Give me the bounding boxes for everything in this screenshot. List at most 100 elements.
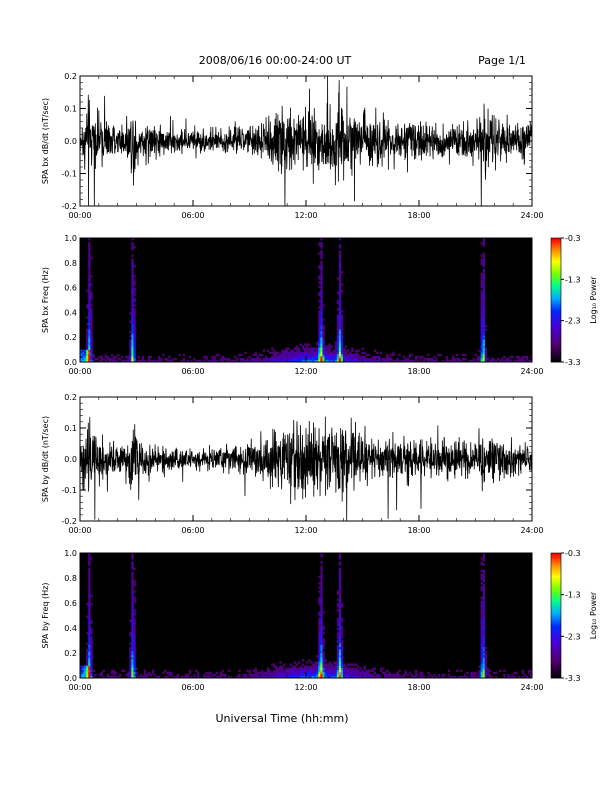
spectrogram-cell (320, 561, 323, 564)
spectrogram-cell (357, 671, 360, 675)
spectrogram-cell (320, 619, 323, 623)
spectrogram-cell (336, 592, 340, 595)
spectrogram-cell (419, 673, 422, 677)
spectrogram-cell (320, 324, 323, 328)
spectrogram-cell (318, 653, 321, 656)
spectrogram-cell (244, 675, 247, 679)
spectrogram-cell (303, 665, 307, 668)
spectrogram-cell (318, 357, 321, 361)
spectrogram-cell (338, 264, 342, 268)
spectrogram-cell (316, 667, 319, 670)
spectrogram-cell (82, 357, 85, 361)
spectrogram-cell (363, 665, 366, 668)
spectrogram-cell (131, 322, 134, 326)
spectrogram-cell (320, 279, 323, 282)
spectrogram-cell (351, 355, 354, 359)
spectrogram-cell (480, 661, 483, 664)
spectrogram-cell (338, 279, 342, 282)
spectrogram-cell (90, 275, 93, 278)
spectrogram-cell (324, 669, 327, 673)
spectrogram-cell (355, 349, 358, 352)
spectrogram-cell (340, 646, 344, 650)
spectrogram-cell (287, 359, 290, 363)
colorbar-swatch (551, 275, 561, 278)
spectrogram-cell (336, 634, 340, 637)
spectrogram-cell (318, 644, 321, 648)
spectrogram-cell (90, 659, 93, 662)
spectrogram-cell (338, 316, 342, 319)
spectrogram-cell (482, 306, 486, 309)
spectrogram-cell (509, 359, 512, 363)
spectrogram-cell (351, 349, 354, 352)
spectrogram-cell (320, 269, 323, 272)
spectrogram-cell (338, 561, 342, 564)
spectrogram-cell (330, 665, 333, 668)
spectrogram-cell (133, 326, 136, 330)
spectrogram-cell (88, 653, 91, 656)
spectrogram-cell (106, 357, 110, 361)
spectrogram-cell (133, 600, 136, 604)
spectrogram-cell (480, 613, 483, 616)
spectrogram-cell (347, 663, 350, 666)
spectrogram-cell (338, 567, 342, 570)
spectrogram-cell (127, 359, 130, 363)
spectrogram-cell (314, 359, 317, 363)
colorbar-swatch (551, 343, 561, 346)
spectrogram-cell (264, 675, 268, 679)
y-tick-label: 0.2 (64, 72, 77, 81)
spectrogram-cell (480, 357, 483, 361)
spectrogram-cell (86, 304, 89, 307)
spectrogram-cell (480, 283, 483, 286)
spectrogram-cell (320, 607, 323, 610)
spectrogram-cell (203, 675, 206, 679)
spectrogram-cell (336, 653, 340, 656)
spectrogram-cell (131, 312, 134, 315)
spectrogram-cell (338, 335, 342, 338)
spectrogram-cell (133, 283, 136, 286)
spectrogram-cell (316, 669, 319, 673)
spectrogram-cell (299, 351, 303, 355)
spectrogram-cell (394, 359, 397, 363)
spectrogram-cell (221, 673, 225, 677)
spectrogram-cell (275, 355, 278, 359)
spectrogram-cell (359, 667, 362, 670)
spectrogram-cell (453, 675, 457, 679)
spectrogram-cell (451, 355, 455, 359)
spectrogram-cell (221, 357, 225, 361)
spectrogram-cell (225, 357, 229, 361)
spectrogram-cell (123, 359, 126, 363)
spectrogram-cell (160, 357, 163, 361)
spectrogram-cell (338, 590, 342, 593)
x-tick-label: 00:00 (68, 683, 91, 692)
spectrogram-cell (131, 318, 134, 321)
spectrogram-cell (88, 617, 91, 620)
spectrogram-cell (279, 665, 282, 668)
spectrogram-cell (322, 675, 325, 679)
spectrogram-cell (338, 661, 342, 664)
spectrogram-cell (289, 359, 292, 363)
spectrogram-cell (88, 308, 91, 311)
spectrogram-cell (505, 357, 508, 361)
spectrogram-cell (318, 355, 321, 359)
spectrogram-cell (476, 359, 479, 363)
spectrogram-cell (229, 359, 233, 363)
spectrogram-cell (86, 333, 89, 336)
spectrogram-cell (330, 673, 333, 677)
spectrogram-cell (131, 254, 134, 257)
spectrogram-cell (318, 669, 321, 673)
spectrogram-cell (195, 359, 198, 363)
spectrogram-cell (482, 244, 486, 247)
spectrogram-cell (435, 357, 438, 361)
spectrogram-cell (252, 359, 255, 363)
spectrogram-cell (299, 357, 303, 361)
colorbar-swatch (551, 297, 561, 301)
colorbar-swatch (551, 553, 561, 556)
spectrogram-cell (338, 277, 342, 280)
spectrogram-cell (275, 357, 278, 361)
spectrogram-cell (332, 675, 336, 679)
spectrogram-cell (221, 355, 225, 359)
spectrogram-cell (297, 357, 301, 361)
colorbar-swatch (551, 341, 561, 344)
spectrogram-cell (289, 669, 292, 673)
spectrogram-cell (482, 343, 486, 346)
